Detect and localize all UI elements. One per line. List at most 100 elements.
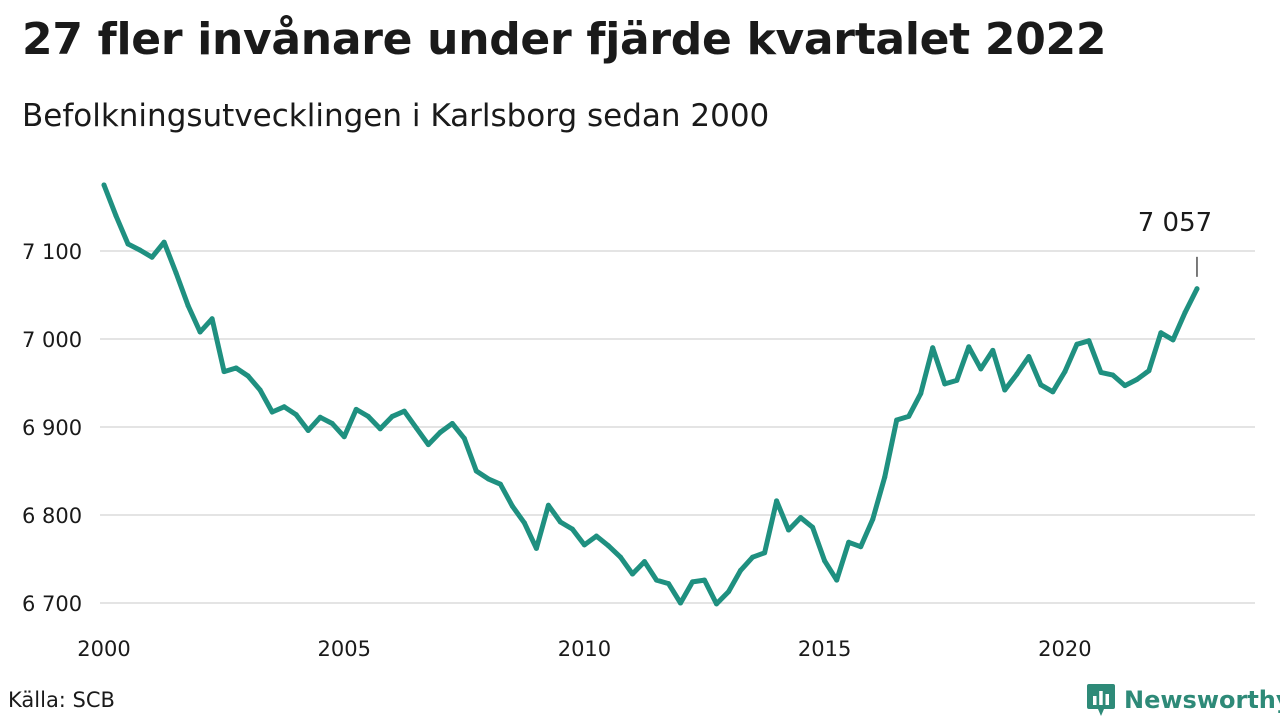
data-point — [978, 366, 984, 372]
data-point — [137, 247, 143, 253]
data-point — [377, 426, 383, 432]
data-point — [1062, 369, 1068, 375]
data-point — [185, 303, 191, 309]
data-point — [798, 515, 804, 521]
data-point — [593, 533, 599, 539]
data-point — [1170, 337, 1176, 343]
data-point — [281, 404, 287, 410]
annotation-label: 7 057 — [1138, 208, 1212, 238]
data-point — [954, 377, 960, 383]
data-point — [497, 481, 503, 487]
data-point — [990, 347, 996, 353]
data-point — [750, 554, 756, 560]
newsworthy-logo-icon — [1087, 684, 1115, 716]
data-point — [774, 498, 780, 504]
data-point — [642, 559, 647, 565]
data-point — [1026, 354, 1032, 360]
data-point — [1158, 330, 1164, 336]
data-point — [918, 391, 924, 397]
data-point — [882, 474, 888, 480]
data-point — [1194, 286, 1200, 292]
data-points — [101, 182, 1200, 607]
data-point — [1014, 371, 1020, 377]
data-point — [1050, 389, 1056, 395]
data-point — [678, 600, 683, 606]
data-point — [666, 581, 671, 587]
chart-subtitle: Befolkningsutvecklingen i Karlsborg seda… — [22, 98, 770, 134]
data-point — [437, 429, 443, 435]
data-point — [1098, 369, 1104, 375]
data-point — [810, 524, 816, 530]
data-point — [173, 270, 179, 276]
data-point — [930, 345, 936, 351]
x-tick-label: 2020 — [1038, 637, 1091, 661]
x-tick-label: 2010 — [558, 637, 611, 661]
data-point — [413, 425, 419, 431]
x-tick-label: 2015 — [798, 637, 851, 661]
data-point — [1122, 383, 1128, 389]
data-point — [461, 435, 467, 441]
data-point — [966, 344, 972, 350]
data-point — [702, 577, 707, 583]
data-point — [1182, 310, 1188, 316]
data-point — [305, 428, 311, 433]
data-point — [1086, 338, 1092, 344]
data-point — [822, 558, 828, 564]
data-point — [1038, 382, 1044, 388]
data-point — [485, 476, 491, 482]
series-line — [101, 182, 1200, 607]
data-point — [365, 413, 371, 419]
data-point — [221, 369, 227, 375]
data-point — [762, 550, 768, 556]
data-point — [545, 502, 551, 508]
y-tick-label: 7 000 — [22, 328, 82, 352]
data-point — [834, 577, 840, 583]
data-point — [149, 254, 155, 260]
data-point — [618, 554, 623, 560]
data-point — [473, 468, 479, 474]
data-point — [125, 241, 131, 247]
data-point — [786, 527, 792, 533]
data-point — [269, 409, 275, 415]
brand-logo: Newsworthy — [1086, 683, 1280, 717]
data-point — [341, 434, 347, 440]
data-point — [449, 421, 455, 426]
data-point — [389, 413, 395, 419]
data-point — [1002, 387, 1008, 393]
data-point — [521, 520, 527, 526]
data-point — [858, 544, 864, 550]
data-point — [161, 239, 167, 245]
data-point — [630, 571, 635, 577]
data-point — [906, 413, 912, 419]
data-point — [690, 579, 695, 585]
data-point — [846, 539, 852, 545]
data-point — [894, 417, 900, 423]
y-tick-label: 7 100 — [22, 240, 82, 264]
data-point — [726, 589, 732, 595]
data-point — [329, 421, 335, 426]
data-point — [714, 601, 719, 607]
data-point — [209, 316, 215, 322]
data-point — [654, 577, 659, 583]
gridlines — [100, 250, 1255, 604]
data-point — [509, 503, 515, 509]
data-point — [1074, 341, 1080, 347]
brand-name: Newsworthy — [1124, 686, 1280, 714]
data-point — [293, 412, 299, 418]
data-point — [257, 387, 263, 393]
x-tick-label: 2000 — [77, 637, 130, 661]
data-point — [569, 526, 575, 532]
x-axis-labels: 2000 2005 2010 2015 2020 — [77, 637, 1091, 661]
data-point — [557, 519, 563, 525]
x-tick-label: 2005 — [317, 637, 370, 661]
data-point — [738, 567, 744, 573]
y-tick-label: 6 700 — [22, 592, 82, 616]
data-point — [1110, 372, 1116, 378]
data-point — [113, 213, 119, 219]
data-point — [606, 543, 611, 549]
data-point — [197, 329, 203, 335]
data-point — [942, 381, 948, 387]
data-point — [425, 442, 431, 448]
data-point — [401, 408, 407, 414]
